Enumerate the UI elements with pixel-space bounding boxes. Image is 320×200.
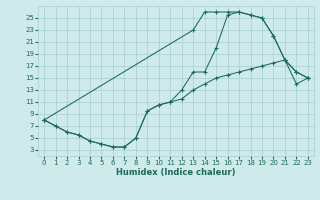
X-axis label: Humidex (Indice chaleur): Humidex (Indice chaleur): [116, 168, 236, 177]
